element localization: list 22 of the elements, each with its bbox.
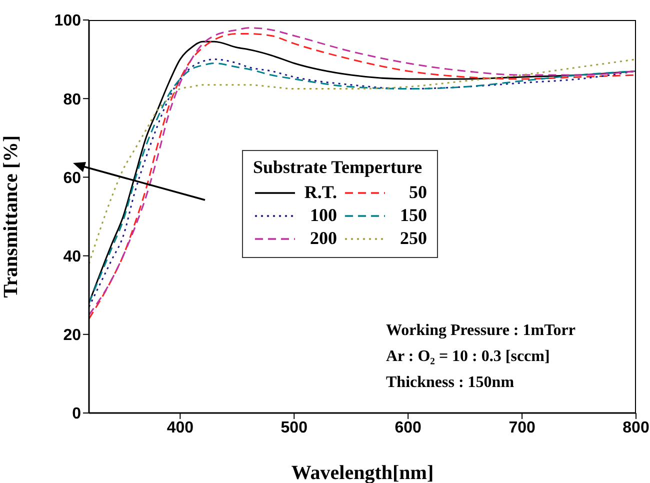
y-tick-label: 20 [63, 327, 82, 344]
x-tick-label: 600 [394, 419, 422, 436]
legend-label: 150 [399, 205, 427, 226]
x-tick-label: 700 [508, 419, 536, 436]
x-tick-label: 800 [622, 419, 650, 436]
legend-label: 100 [309, 205, 337, 226]
annotation: Thickness : 150nm [386, 373, 516, 393]
y-tick-label: 80 [63, 91, 82, 108]
x-tick-label: 500 [280, 419, 308, 436]
y-axis-title: Transmittance [%] [0, 135, 22, 298]
x-tick-label: 400 [166, 419, 194, 436]
y-tick-label: 40 [63, 248, 82, 266]
legend-label: R.T. [303, 182, 337, 203]
legend-title: Substrate Temperture [253, 157, 424, 178]
y-tick-label: 0 [72, 406, 82, 423]
annotation: Working Pressure : 1mTorr [386, 321, 576, 341]
legend-label: 200 [309, 228, 337, 249]
legend-label: 250 [399, 228, 427, 249]
y-tick-label: 100 [54, 12, 82, 30]
y-tick-label: 60 [63, 170, 82, 187]
legend-label: 50 [408, 182, 427, 203]
annotation: Ar : O₂ = 10 : 0.3 [sccm] [386, 347, 551, 367]
